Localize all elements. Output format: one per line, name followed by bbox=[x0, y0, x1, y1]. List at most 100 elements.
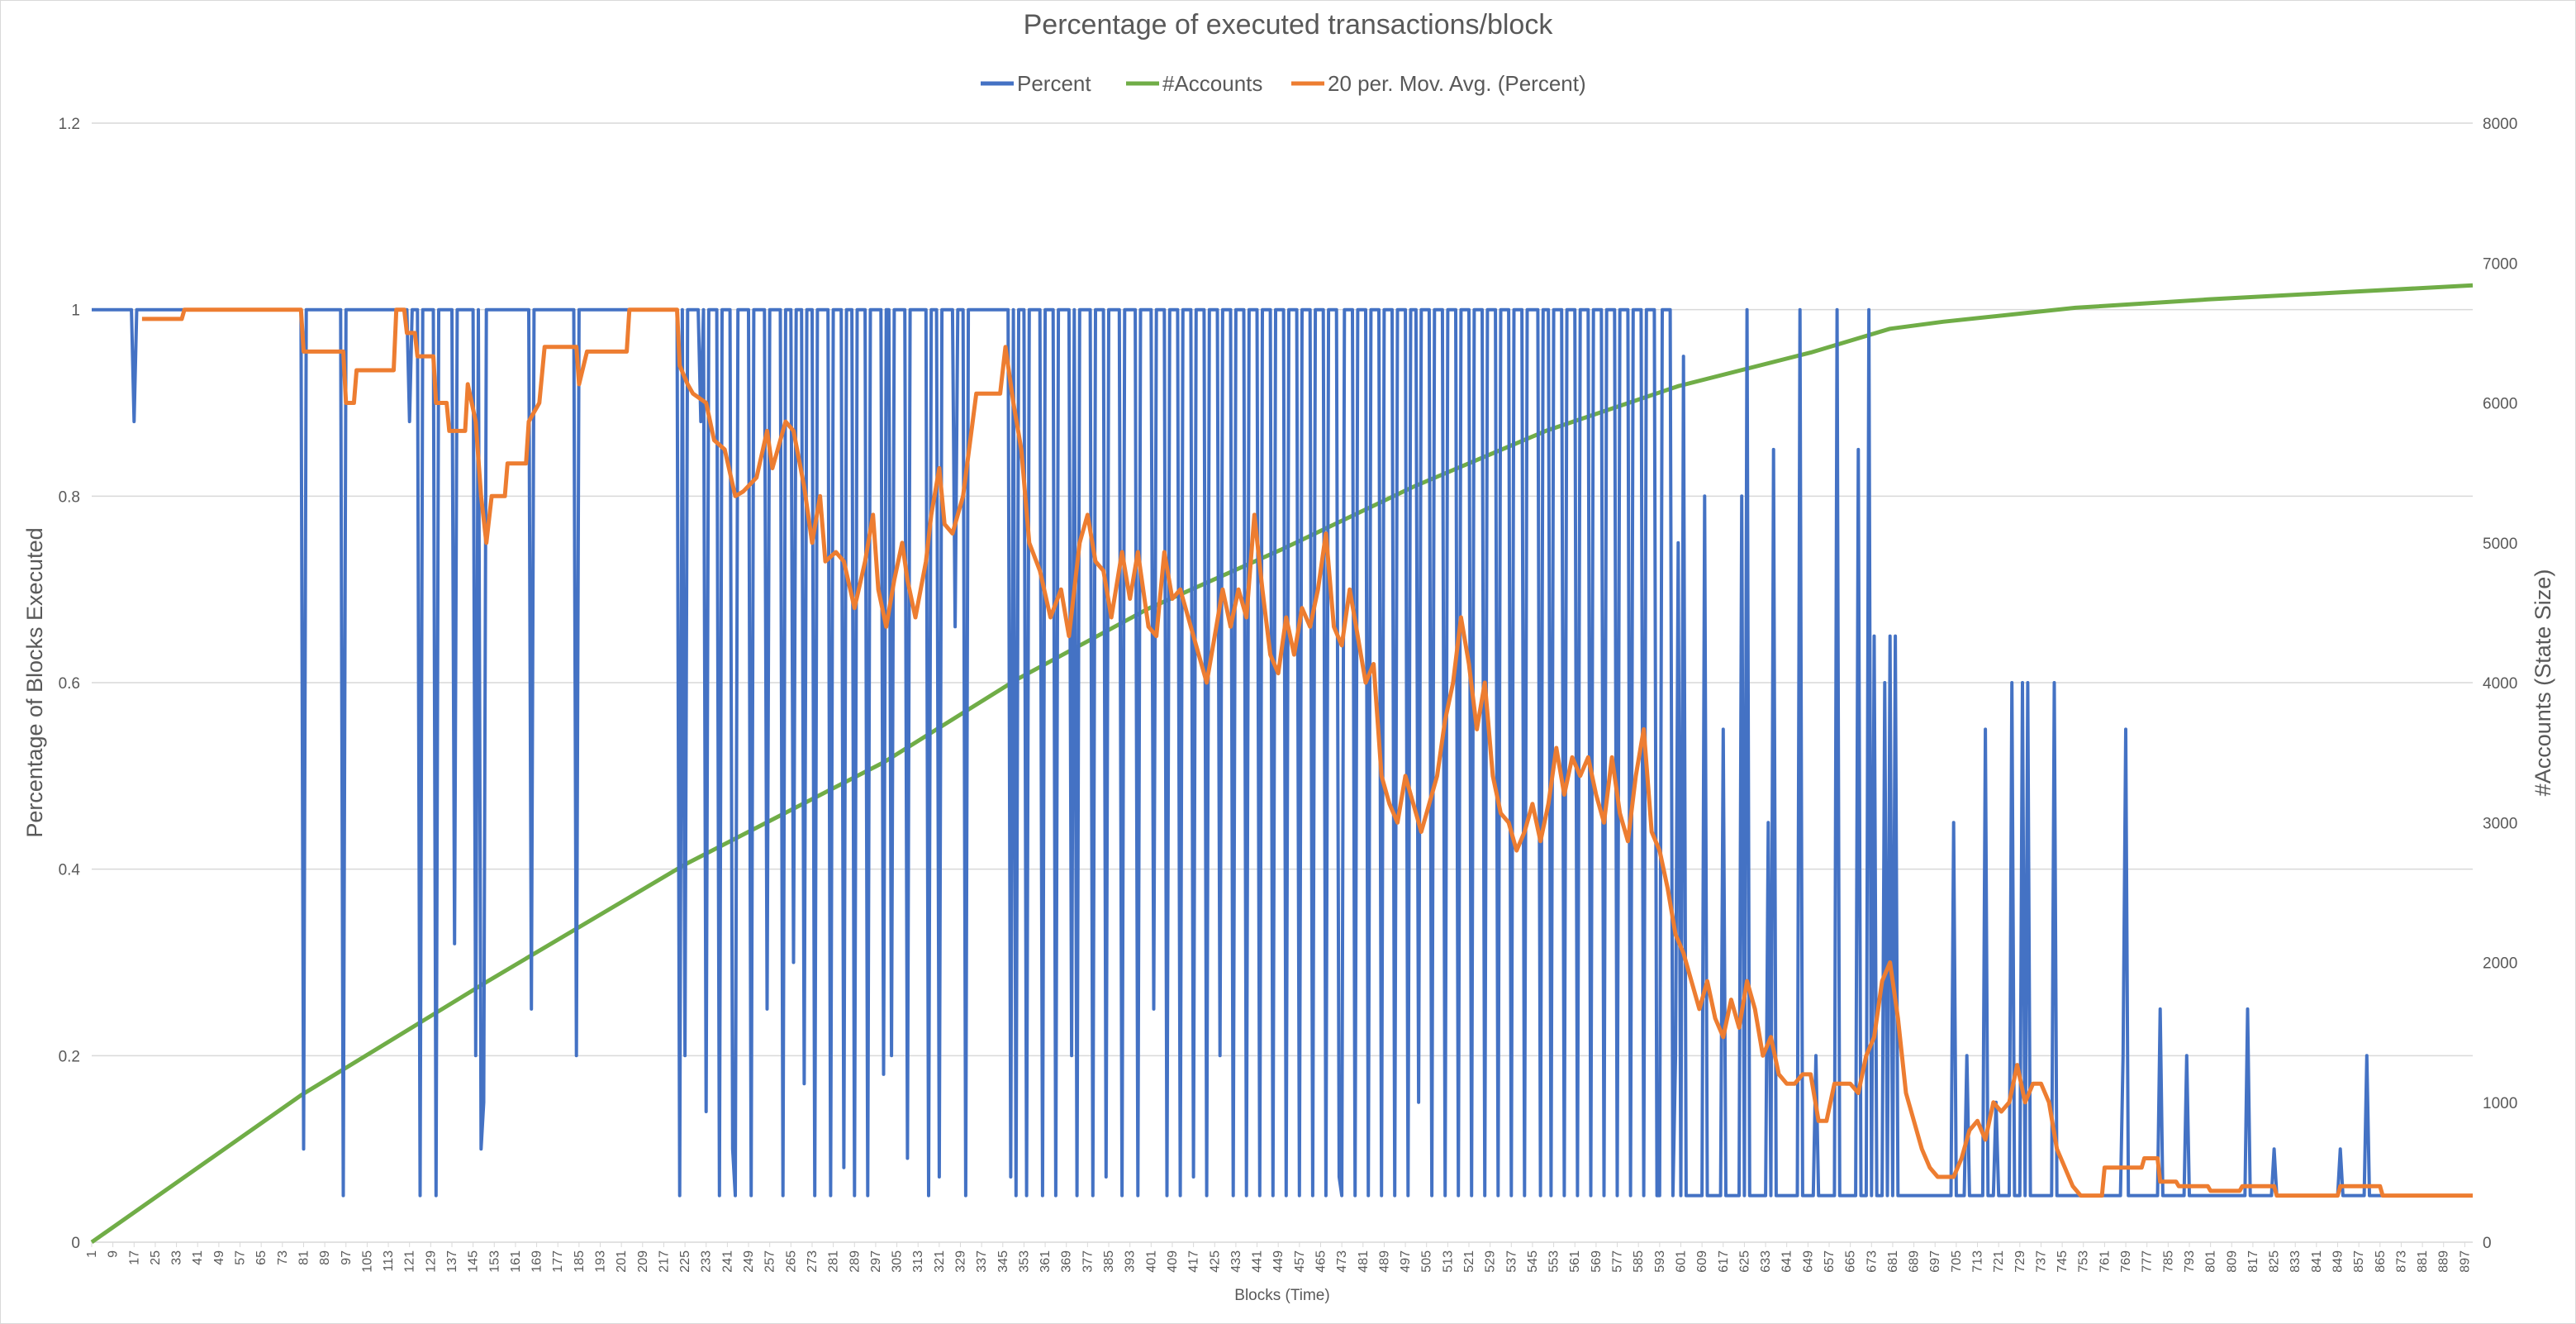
legend-label: #Accounts bbox=[1162, 71, 1262, 96]
x-tick-label: 585 bbox=[1632, 1250, 1646, 1273]
x-tick-label: 89 bbox=[318, 1250, 332, 1265]
x-tick-label: 489 bbox=[1377, 1250, 1391, 1273]
x-tick-label: 25 bbox=[149, 1250, 163, 1265]
series-line-accounts bbox=[90, 283, 2474, 1245]
x-tick-label: 465 bbox=[1314, 1250, 1328, 1273]
legend: Percent #Accounts 20 per. Mov. Avg. (Perce… bbox=[981, 71, 1586, 96]
x-tick-label: 641 bbox=[1780, 1250, 1794, 1273]
x-tick-label: 185 bbox=[573, 1250, 587, 1273]
x-tick-label: 553 bbox=[1547, 1250, 1561, 1273]
x-tick-label: 537 bbox=[1504, 1250, 1519, 1273]
y-tick-right-label: 0 bbox=[2483, 1235, 2492, 1252]
x-tick-label: 273 bbox=[806, 1250, 820, 1273]
x-tick-label: 897 bbox=[2458, 1250, 2472, 1273]
x-tick-label: 673 bbox=[1865, 1250, 1879, 1273]
x-tick-label: 665 bbox=[1844, 1250, 1858, 1273]
x-tick-label: 161 bbox=[509, 1250, 523, 1273]
x-tick-label: 769 bbox=[2119, 1250, 2133, 1273]
x-tick-label: 825 bbox=[2268, 1250, 2282, 1273]
x-tick-label: 657 bbox=[1823, 1250, 1837, 1273]
x-tick-label: 745 bbox=[2056, 1250, 2070, 1273]
x-tick-label: 609 bbox=[1695, 1250, 1709, 1273]
y-tick-right-label: 4000 bbox=[2483, 675, 2517, 693]
x-tick-label: 265 bbox=[784, 1250, 798, 1273]
series-line-20-per-mov-avg-percent bbox=[141, 307, 2473, 1198]
x-tick-label: 105 bbox=[360, 1250, 374, 1273]
x-tick-label: 137 bbox=[445, 1250, 459, 1273]
y-tick-left-label: 0.8 bbox=[59, 488, 80, 506]
x-tick-label: 449 bbox=[1271, 1250, 1286, 1273]
x-tick-label: 513 bbox=[1441, 1250, 1455, 1273]
x-tick-label: 321 bbox=[933, 1250, 947, 1273]
x-tick-label: 561 bbox=[1568, 1250, 1582, 1273]
x-tick-label: 121 bbox=[403, 1250, 417, 1273]
x-tick-label: 497 bbox=[1399, 1250, 1413, 1273]
chart-title: Percentage of executed transactions/bloc… bbox=[1024, 9, 1554, 40]
x-tick-label: 305 bbox=[891, 1250, 905, 1273]
x-tick-label: 65 bbox=[254, 1250, 269, 1265]
x-tick-label: 433 bbox=[1229, 1250, 1243, 1273]
x-tick-label: 425 bbox=[1208, 1250, 1222, 1273]
x-tick-label: 545 bbox=[1526, 1250, 1540, 1273]
x-tick-label: 873 bbox=[2394, 1250, 2408, 1273]
x-tick-label: 729 bbox=[2013, 1250, 2027, 1273]
x-tick-label: 377 bbox=[1081, 1250, 1095, 1273]
x-tick-label: 281 bbox=[827, 1250, 841, 1273]
x-tick-label: 857 bbox=[2352, 1250, 2366, 1273]
y-tick-left-label: 0 bbox=[71, 1235, 80, 1252]
x-tick-label: 785 bbox=[2161, 1250, 2175, 1273]
x-tick-label: 753 bbox=[2077, 1250, 2091, 1273]
x-tick-label: 81 bbox=[297, 1250, 311, 1265]
x-tick-label: 33 bbox=[170, 1250, 184, 1265]
x-tick-label: 865 bbox=[2374, 1250, 2388, 1273]
x-tick-label: 761 bbox=[2098, 1250, 2112, 1273]
legend-label: 20 per. Mov. Avg. (Percent) bbox=[1328, 71, 1586, 96]
x-tick-label: 417 bbox=[1187, 1250, 1201, 1273]
x-tick-label: 593 bbox=[1653, 1250, 1667, 1273]
x-tick-label: 225 bbox=[678, 1250, 692, 1273]
x-axis-label: Blocks (Time) bbox=[1234, 1287, 1329, 1304]
x-tick-label: 97 bbox=[340, 1250, 354, 1265]
x-tick-label: 681 bbox=[1886, 1250, 1900, 1273]
x-tick-label: 257 bbox=[763, 1250, 777, 1273]
x-tick-label: 881 bbox=[2416, 1250, 2430, 1273]
x-tick-label: 297 bbox=[869, 1250, 883, 1273]
x-tick-label: 737 bbox=[2034, 1250, 2048, 1273]
x-tick-label: 249 bbox=[742, 1250, 756, 1273]
x-tick-label: 145 bbox=[467, 1250, 481, 1273]
x-tick-label: 345 bbox=[996, 1250, 1010, 1273]
x-tick-label: 1 bbox=[85, 1250, 99, 1258]
x-tick-label: 41 bbox=[191, 1250, 205, 1265]
y-tick-right-label: 8000 bbox=[2483, 116, 2517, 133]
x-tick-label: 777 bbox=[2141, 1250, 2155, 1273]
y-tick-right-label: 2000 bbox=[2483, 955, 2517, 973]
x-tick-label: 809 bbox=[2225, 1250, 2239, 1273]
x-tick-label: 633 bbox=[1759, 1250, 1773, 1273]
x-tick-label: 841 bbox=[2310, 1250, 2324, 1273]
x-tick-label: 713 bbox=[1971, 1250, 1985, 1273]
x-tick-label: 689 bbox=[1908, 1250, 1922, 1273]
x-tick-label: 193 bbox=[594, 1250, 608, 1273]
x-tick-label: 313 bbox=[911, 1250, 925, 1273]
y-axis-left-ticks: 0 0.2 0.4 0.6 0.8 1 1.2 bbox=[59, 116, 81, 1252]
x-tick-label: 209 bbox=[636, 1250, 650, 1273]
x-tick-label: 569 bbox=[1590, 1250, 1604, 1273]
x-tick-label: 369 bbox=[1060, 1250, 1074, 1273]
x-tick-label: 201 bbox=[615, 1250, 629, 1273]
x-tick-label: 521 bbox=[1462, 1250, 1476, 1273]
x-tick-label: 337 bbox=[975, 1250, 989, 1273]
series-layer bbox=[90, 283, 2474, 1245]
x-tick-label: 481 bbox=[1357, 1250, 1371, 1273]
x-tick-label: 401 bbox=[1144, 1250, 1158, 1273]
x-tick-label: 73 bbox=[276, 1250, 290, 1265]
x-tick-label: 9 bbox=[107, 1250, 121, 1258]
x-tick-label: 625 bbox=[1737, 1250, 1751, 1273]
x-tick-label: 457 bbox=[1293, 1250, 1307, 1273]
x-tick-label: 169 bbox=[530, 1250, 544, 1273]
x-tick-label: 577 bbox=[1611, 1250, 1625, 1273]
x-tick-label: 57 bbox=[234, 1250, 248, 1265]
legend-label: Percent bbox=[1017, 71, 1091, 96]
y-tick-right-label: 3000 bbox=[2483, 815, 2517, 832]
